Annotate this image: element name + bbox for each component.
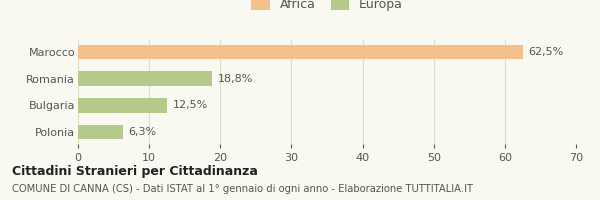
Legend: Africa, Europa: Africa, Europa	[247, 0, 407, 15]
Text: Cittadini Stranieri per Cittadinanza: Cittadini Stranieri per Cittadinanza	[12, 165, 258, 178]
Bar	[78, 71, 212, 86]
Text: 12,5%: 12,5%	[173, 100, 208, 110]
Text: 62,5%: 62,5%	[529, 47, 563, 57]
Text: COMUNE DI CANNA (CS) - Dati ISTAT al 1° gennaio di ogni anno - Elaborazione TUTT: COMUNE DI CANNA (CS) - Dati ISTAT al 1° …	[12, 184, 473, 194]
Bar	[78, 125, 123, 139]
Bar	[78, 98, 167, 113]
Text: 18,8%: 18,8%	[217, 74, 253, 84]
Text: 6,3%: 6,3%	[128, 127, 157, 137]
Bar	[78, 45, 523, 59]
